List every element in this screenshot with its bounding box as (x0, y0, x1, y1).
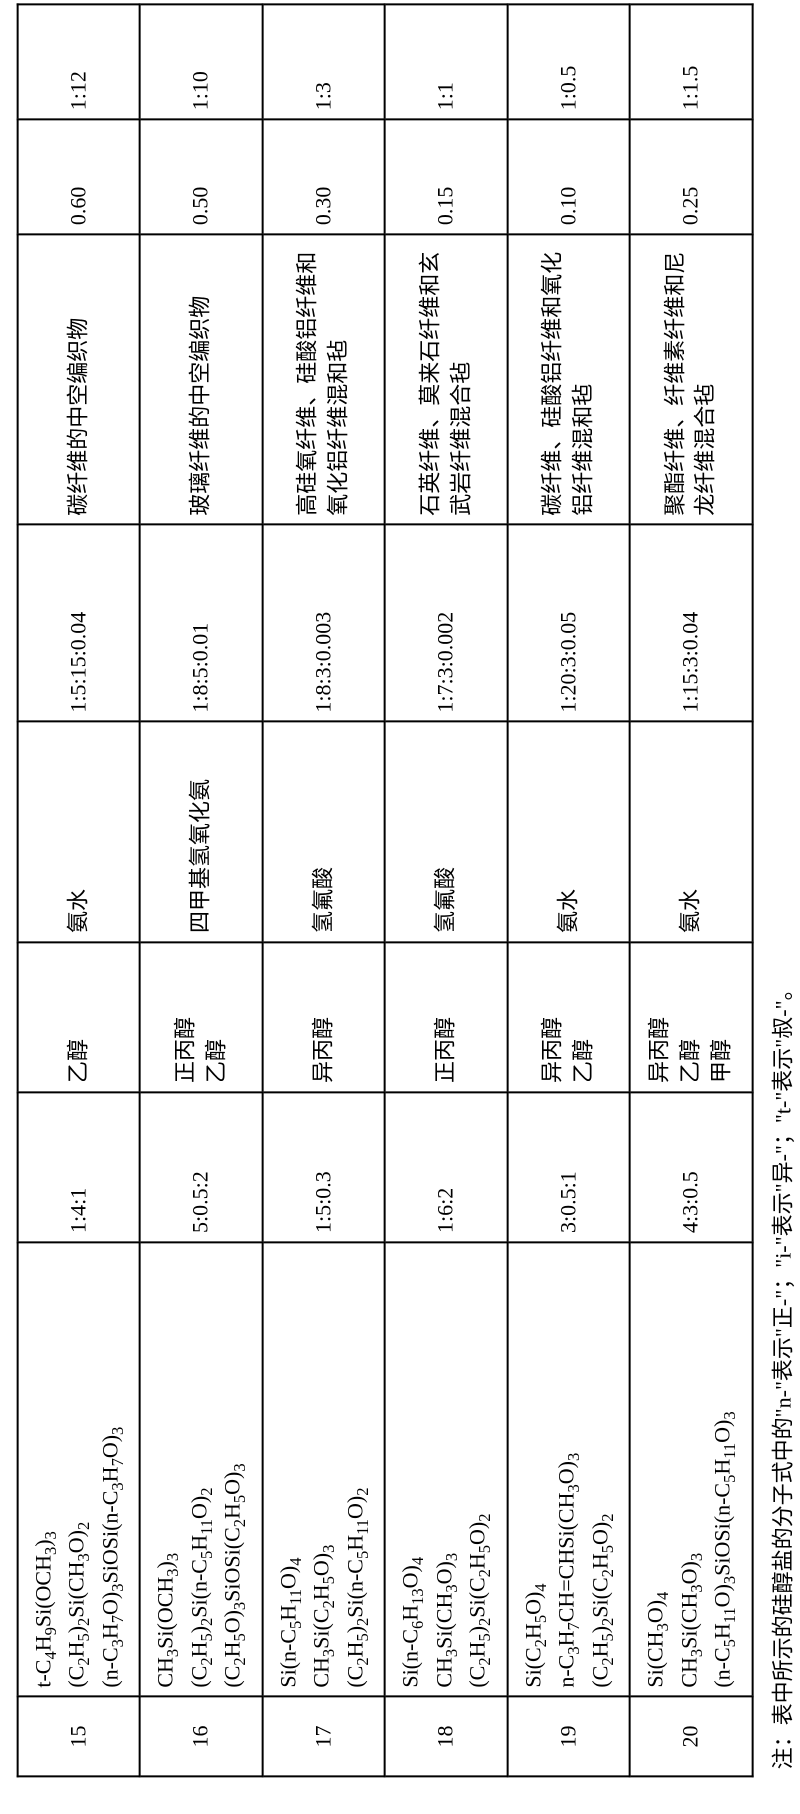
cell-val2: 1:10 (140, 4, 262, 119)
cell-catalyst: 氨水 (507, 722, 629, 942)
cell-formula: Si(CH3O)4CH3Si(CH3O)3(n-C5H11O)3SiOSi(n-… (630, 1242, 752, 1697)
cell-catalyst: 氢氟酸 (263, 722, 385, 942)
cell-id: 16 (140, 1697, 262, 1777)
cell-catalyst: 氨水 (18, 722, 140, 942)
cell-val1: 0.30 (263, 119, 385, 234)
cell-fiber: 高硅氧纤维、硅酸铝纤维和氧化铝纤维混和毡 (263, 234, 385, 525)
cell-id: 20 (630, 1697, 752, 1777)
cell-ratio1: 5:0.5:2 (140, 1092, 262, 1242)
cell-solvent: 正丙醇 (385, 942, 507, 1092)
cell-fiber: 聚酯纤维、纤维素纤维和尼龙纤维混合毡 (630, 234, 752, 525)
cell-id: 17 (263, 1697, 385, 1777)
cell-val1: 0.60 (18, 119, 140, 234)
cell-ratio2: 1:5:15:0.04 (18, 525, 140, 722)
page-container: 15t-C4H9Si(OCH3)3(C2H5)2Si(CH3O)2(n-C3H7… (17, 3, 798, 1777)
cell-fiber: 碳纤维、硅酸铝纤维和氧化铝纤维混和毡 (507, 234, 629, 525)
cell-ratio1: 1:4:1 (18, 1092, 140, 1242)
cell-formula: Si(n-C6H13O)4CH3Si(CH3O)3(C2H5)2Si(C2H5O… (385, 1242, 507, 1697)
cell-formula: CH3Si(OCH3)3(C2H5)2Si(n-C5H11O)2(C2H5O)3… (140, 1242, 262, 1697)
cell-ratio1: 4:3:0.5 (630, 1092, 752, 1242)
cell-val2: 1:1 (385, 4, 507, 119)
cell-solvent: 乙醇 (18, 942, 140, 1092)
cell-id: 19 (507, 1697, 629, 1777)
cell-catalyst: 氢氟酸 (385, 722, 507, 942)
table-row: 19Si(C2H5O)4n-C3H7CH=CHSi(CH3O)3(C2H5)2S… (507, 4, 629, 1776)
table-row: 18Si(n-C6H13O)4CH3Si(CH3O)3(C2H5)2Si(C2H… (385, 4, 507, 1776)
cell-fiber: 碳纤维的中空编织物 (18, 234, 140, 525)
table-row: 15t-C4H9Si(OCH3)3(C2H5)2Si(CH3O)2(n-C3H7… (18, 4, 140, 1776)
cell-solvent: 正丙醇乙醇 (140, 942, 262, 1092)
cell-catalyst: 四甲基氢氧化氨 (140, 722, 262, 942)
cell-val2: 1:0.5 (507, 4, 629, 119)
cell-ratio1: 3:0.5:1 (507, 1092, 629, 1242)
cell-solvent: 异丙醇乙醇甲醇 (630, 942, 752, 1092)
cell-fiber: 石英纤维、莫来石纤维和玄武岩纤维混合毡 (385, 234, 507, 525)
cell-ratio2: 1:20:3:0.05 (507, 525, 629, 722)
cell-val2: 1:1.5 (630, 4, 752, 119)
cell-id: 18 (385, 1697, 507, 1777)
table-row: 16CH3Si(OCH3)3(C2H5)2Si(n-C5H11O)2(C2H5O… (140, 4, 262, 1776)
table-row: 17Si(n-C5H11O)4CH3Si(C2H5O)3(C2H5)2Si(n-… (263, 4, 385, 1776)
footnote: 注：表中所示的硅醇盐的分子式中的"n-"表示"正-"；"i-"表示"异-"；"t… (765, 3, 797, 1777)
cell-formula: t-C4H9Si(OCH3)3(C2H5)2Si(CH3O)2(n-C3H7O)… (18, 1242, 140, 1697)
data-table: 15t-C4H9Si(OCH3)3(C2H5)2Si(CH3O)2(n-C3H7… (17, 3, 754, 1777)
cell-val2: 1:3 (263, 4, 385, 119)
cell-val1: 0.10 (507, 119, 629, 234)
cell-ratio2: 1:15:3:0.04 (630, 525, 752, 722)
cell-val1: 0.15 (385, 119, 507, 234)
cell-fiber: 玻璃纤维的中空编织物 (140, 234, 262, 525)
cell-catalyst: 氨水 (630, 722, 752, 942)
cell-val2: 1:12 (18, 4, 140, 119)
cell-ratio2: 1:7:3:0.002 (385, 525, 507, 722)
cell-ratio1: 1:6:2 (385, 1092, 507, 1242)
cell-formula: Si(n-C5H11O)4CH3Si(C2H5O)3(C2H5)2Si(n-C5… (263, 1242, 385, 1697)
cell-val1: 0.50 (140, 119, 262, 234)
table-body: 15t-C4H9Si(OCH3)3(C2H5)2Si(CH3O)2(n-C3H7… (18, 4, 753, 1776)
cell-ratio2: 1:8:5:0.01 (140, 525, 262, 722)
cell-ratio1: 1:5:0.3 (263, 1092, 385, 1242)
cell-solvent: 异丙醇乙醇 (507, 942, 629, 1092)
cell-val1: 0.25 (630, 119, 752, 234)
cell-ratio2: 1:8:3:0.003 (263, 525, 385, 722)
cell-solvent: 异丙醇 (263, 942, 385, 1092)
cell-id: 15 (18, 1697, 140, 1777)
table-row: 20Si(CH3O)4CH3Si(CH3O)3(n-C5H11O)3SiOSi(… (630, 4, 752, 1776)
cell-formula: Si(C2H5O)4n-C3H7CH=CHSi(CH3O)3(C2H5)2Si(… (507, 1242, 629, 1697)
